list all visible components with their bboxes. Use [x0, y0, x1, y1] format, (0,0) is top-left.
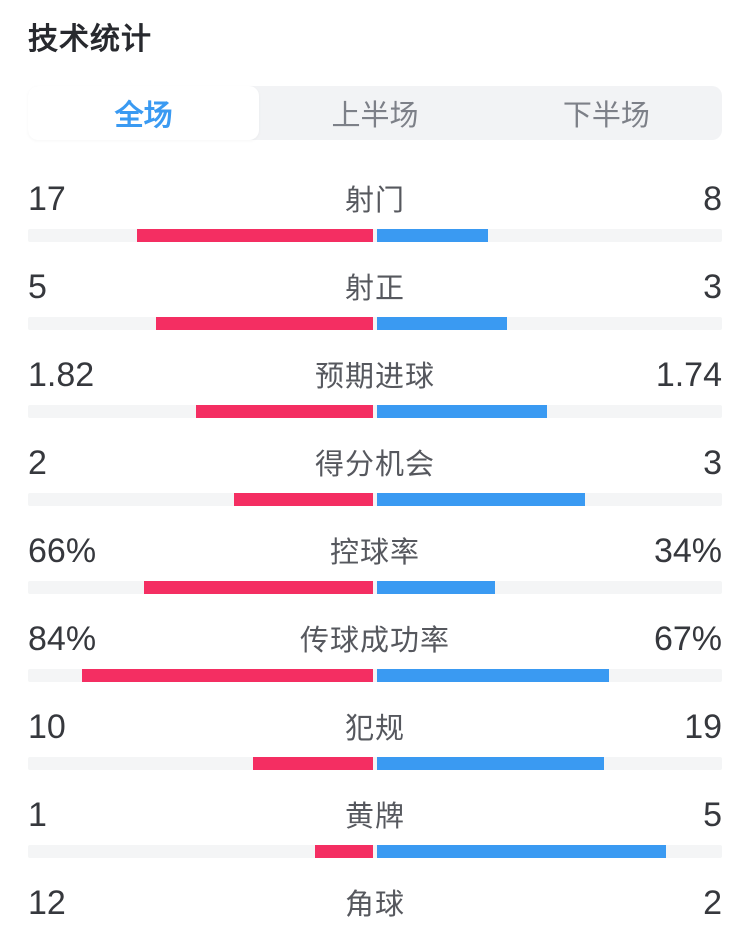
page-title: 技术统计	[28, 23, 152, 56]
stat-row-head: 10 犯规 19	[28, 708, 722, 748]
home-bar-icon	[195, 405, 373, 418]
tab-second-half[interactable]: 下半场	[562, 100, 650, 132]
away-bar-icon	[377, 669, 610, 682]
stat-label: 传球成功率	[300, 625, 451, 657]
home-bar-icon	[143, 581, 373, 594]
tab-full-match[interactable]: 全场	[28, 86, 260, 140]
bar-track	[28, 493, 722, 506]
stat-row-head: 2 得分机会 3	[28, 444, 722, 484]
away-bar-icon	[377, 845, 667, 858]
home-value: 5	[28, 268, 47, 306]
stat-row: 84% 传球成功率 67%	[28, 620, 722, 682]
stat-row-head: 1 黄牌 5	[28, 796, 722, 836]
stat-row-head: 5 射正 3	[28, 268, 722, 308]
home-bar-icon	[234, 493, 373, 506]
home-value: 2	[28, 444, 47, 482]
bar-track	[28, 757, 722, 770]
stat-label: 预期进球	[315, 361, 436, 393]
away-value: 8	[703, 180, 723, 218]
stat-label: 得分机会	[315, 449, 436, 481]
stat-label: 射正	[345, 273, 406, 305]
away-value: 3	[703, 268, 723, 306]
away-value: 3	[703, 444, 723, 482]
stat-row: 1 黄牌 5	[28, 796, 722, 858]
home-bar-icon	[137, 229, 373, 242]
stats-list: 17 射门 8 5 射正 3 1.82 预期进球	[28, 180, 722, 929]
tab-first-half[interactable]: 上半场	[331, 100, 419, 132]
home-value: 17	[28, 180, 66, 218]
home-bar-icon	[253, 757, 373, 770]
away-bar-icon	[377, 581, 495, 594]
home-value: 1.82	[28, 356, 95, 394]
stat-row: 5 射正 3	[28, 268, 722, 330]
stat-row-head: 1.82 预期进球 1.74	[28, 356, 722, 396]
away-value: 34%	[653, 532, 723, 570]
away-value: 5	[703, 796, 723, 834]
home-value: 66%	[28, 532, 97, 570]
away-value: 1.74	[655, 356, 723, 394]
bar-track	[28, 669, 722, 682]
home-value: 1	[28, 796, 47, 834]
stat-row: 12 角球 2	[28, 884, 722, 929]
home-value: 10	[28, 708, 66, 746]
stat-row: 10 犯规 19	[28, 708, 722, 770]
bar-track	[28, 229, 722, 242]
stat-label: 角球	[345, 889, 406, 921]
away-bar-icon	[377, 405, 547, 418]
away-bar-icon	[377, 317, 508, 330]
away-bar-icon	[377, 229, 489, 242]
bar-track	[28, 581, 722, 594]
bar-track	[28, 405, 722, 418]
stat-label: 射门	[345, 185, 406, 217]
stat-row-head: 66% 控球率 34%	[28, 532, 722, 572]
away-value: 2	[703, 884, 723, 922]
stat-label: 黄牌	[345, 801, 406, 833]
stat-label: 犯规	[345, 713, 406, 745]
home-bar-icon	[315, 845, 373, 858]
away-bar-icon	[377, 757, 605, 770]
home-value: 12	[28, 884, 66, 922]
stat-row-head: 84% 传球成功率 67%	[28, 620, 722, 660]
stat-label: 控球率	[330, 537, 421, 569]
away-value: 19	[684, 708, 723, 746]
stat-row: 17 射门 8	[28, 180, 722, 242]
away-value: 67%	[653, 620, 723, 658]
stat-row-head: 17 射门 8	[28, 180, 722, 220]
stat-row-head: 12 角球 2	[28, 884, 722, 924]
bar-track	[28, 317, 722, 330]
home-bar-icon	[156, 317, 373, 330]
home-bar-icon	[81, 669, 373, 682]
away-bar-icon	[377, 493, 586, 506]
home-value: 84%	[28, 620, 97, 658]
bar-track	[28, 845, 722, 858]
period-tabs: 全场 上半场 下半场	[28, 86, 722, 140]
stat-row: 66% 控球率 34%	[28, 532, 722, 594]
stat-row: 2 得分机会 3	[28, 444, 722, 506]
stat-row: 1.82 预期进球 1.74	[28, 356, 722, 418]
